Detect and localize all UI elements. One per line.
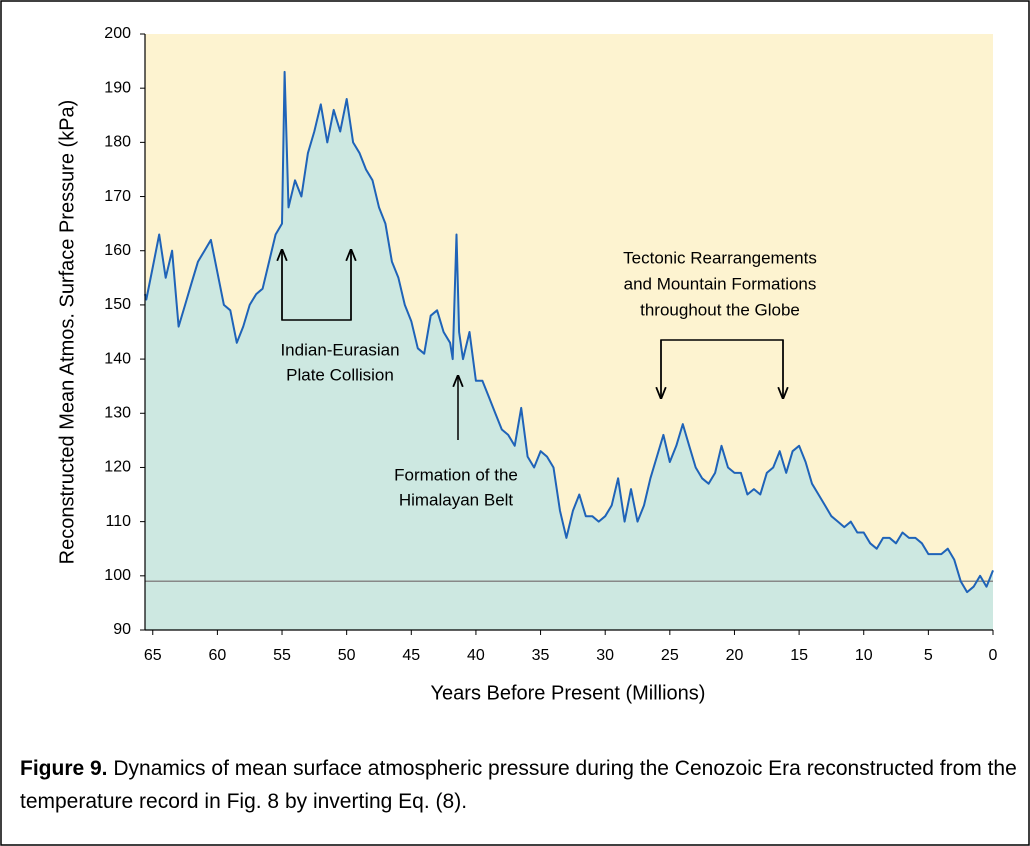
y-tick-label: 160 [104, 242, 131, 259]
y-tick-label: 90 [113, 621, 131, 638]
annotation: Plate Collision [286, 365, 394, 384]
x-tick-label: 20 [726, 647, 744, 664]
x-tick-label: 30 [596, 647, 614, 664]
x-tick-label: 35 [532, 647, 550, 664]
x-axis-title: Years Before Present (Millions) [431, 682, 706, 704]
x-tick-label: 65 [144, 647, 162, 664]
caption: Figure 9. Dynamics of mean surface atmos… [20, 752, 1020, 818]
x-tick-label: 10 [855, 647, 873, 664]
annotation: throughout the Globe [640, 300, 800, 319]
annotation: and Mountain Formations [624, 274, 817, 293]
x-tick-label: 50 [338, 647, 356, 664]
x-tick-label: 0 [989, 647, 998, 664]
x-tick-label: 40 [467, 647, 485, 664]
y-tick-label: 100 [104, 567, 131, 584]
x-tick-label: 25 [661, 647, 679, 664]
y-tick-label: 200 [104, 25, 131, 42]
x-tick-label: 5 [924, 647, 933, 664]
y-tick-label: 190 [104, 79, 131, 96]
y-axis-title: Reconstructed Mean Atmos. Surface Pressu… [56, 100, 78, 565]
caption-label: Figure 9. [20, 757, 108, 780]
annotation: Formation of the [394, 465, 518, 484]
y-tick-label: 110 [105, 513, 131, 530]
x-tick-label: 60 [208, 647, 226, 664]
y-tick-label: 150 [104, 296, 131, 313]
y-tick-label: 130 [104, 404, 131, 421]
annotation: Himalayan Belt [399, 490, 514, 509]
annotation-arrows [282, 250, 783, 440]
x-tick-label: 55 [273, 647, 291, 664]
area [145, 71, 993, 630]
x-tick-label: 45 [402, 647, 420, 664]
y-tick-label: 120 [104, 459, 131, 476]
caption-text: Dynamics of mean surface atmospheric pre… [20, 757, 1017, 813]
line [144, 70, 994, 594]
annotation: Tectonic Rearrangements [623, 248, 817, 267]
annotation: Indian-Eurasian [280, 340, 399, 359]
y-tick-label: 180 [104, 134, 131, 151]
y-tick-label: 140 [104, 350, 131, 367]
x-tick-label: 15 [790, 647, 808, 664]
y-tick-label: 170 [104, 188, 131, 205]
